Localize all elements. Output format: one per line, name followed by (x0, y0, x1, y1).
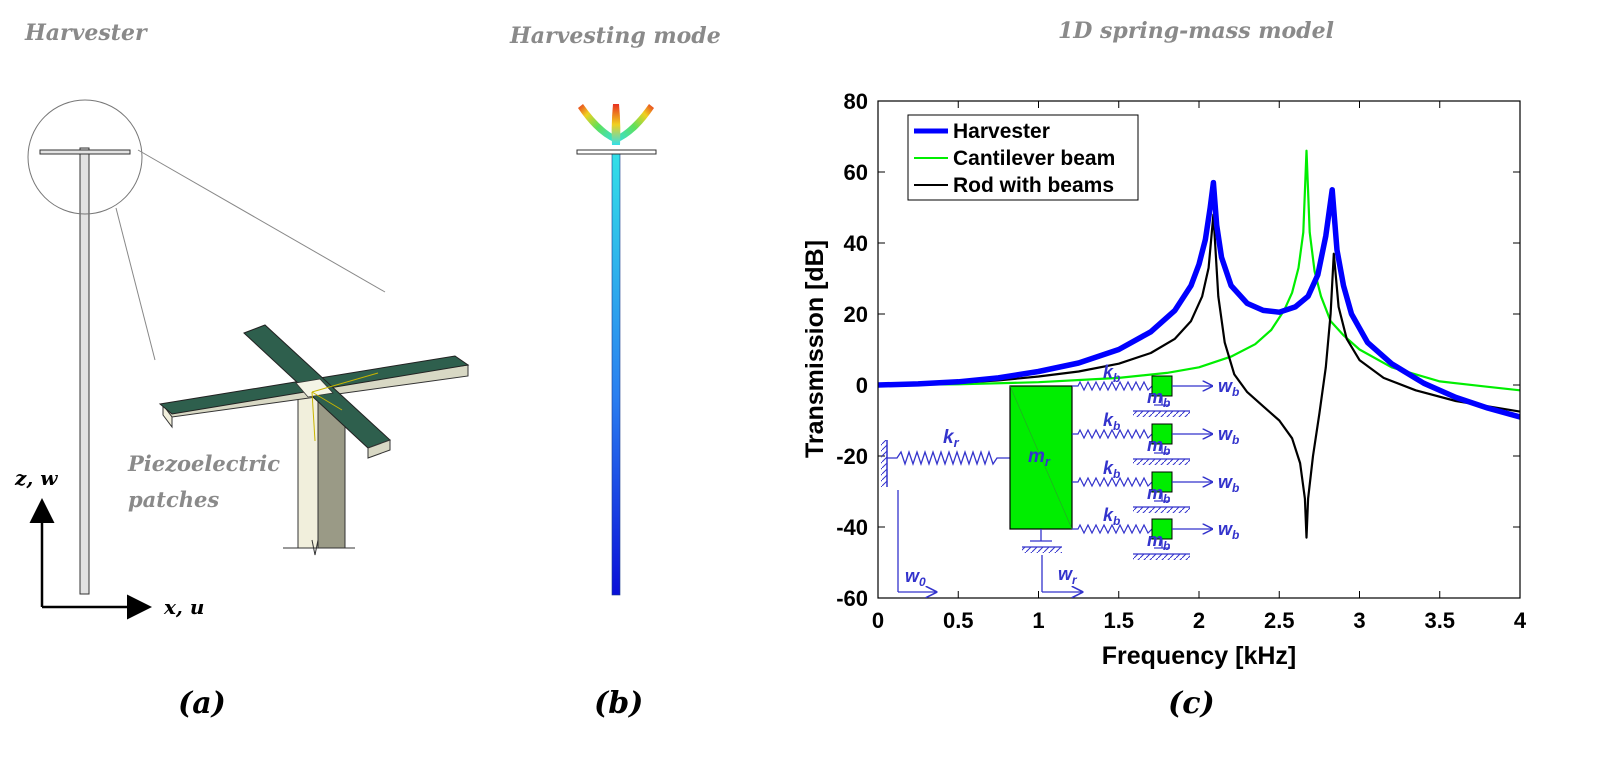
x-tick-label: 3 (1353, 608, 1365, 633)
y-tick-label: 0 (856, 373, 868, 398)
panel-a-label: (a) (178, 686, 226, 721)
plot-frame (877, 100, 1521, 599)
spring-kb (1072, 476, 1153, 488)
panel-b-title: Harvesting mode (510, 23, 721, 49)
series-rod-with-beams (878, 213, 1520, 539)
label-wr: wr (1058, 564, 1078, 587)
label-wb-sub: b (1232, 385, 1239, 399)
legend-label-rod: Rod with beams (953, 174, 1114, 197)
label-mr: mr (1028, 446, 1051, 469)
x-axis-title: Frequency [kHz] (1102, 642, 1296, 670)
x-tick-label: 0 (872, 608, 884, 633)
y-tick-label: -60 (836, 586, 868, 611)
mode-arm-right (616, 104, 654, 143)
label-wb-sub: b (1232, 481, 1239, 495)
legend-label-cantilever: Cantilever beam (953, 147, 1115, 170)
label-wb: wb (1218, 472, 1239, 495)
label-kb: kb (1103, 410, 1120, 433)
legend: Harvester Cantilever beam Rod with beams (907, 114, 1139, 201)
y-tick-label: 80 (844, 89, 868, 114)
legend-label-harvester: Harvester (953, 120, 1050, 143)
chart-series (878, 149, 1520, 539)
label-wb: wb (1218, 519, 1239, 542)
zoom-line-2 (137, 149, 386, 293)
label-mb-sub: b (1163, 396, 1170, 410)
x-tick-label: 2 (1193, 608, 1205, 633)
mb-ground-hatch (1133, 554, 1190, 560)
label-kb-sub: b (1113, 514, 1120, 528)
mb-ground-hatch (1133, 507, 1190, 513)
piezo-label: Piezoelectric patches (128, 446, 280, 518)
axis-x-label: x, u (164, 595, 205, 619)
harvester-top-beam (39, 149, 131, 155)
label-w0: w0 (905, 566, 926, 589)
label-wb-sub: b (1232, 433, 1239, 447)
piezo-label-line1: Piezoelectric (128, 451, 281, 476)
piezo-label-line2: patches (128, 487, 220, 512)
spring-kr (887, 449, 1010, 467)
label-mb-sub: b (1163, 444, 1170, 458)
spring-kb (1072, 428, 1153, 440)
label-kb: kb (1103, 458, 1120, 481)
label-kb: kb (1103, 505, 1120, 528)
mb-ground-hatch (1133, 459, 1190, 465)
y-tick-label: 60 (844, 160, 868, 185)
zoom-circle (27, 99, 143, 215)
panel-c-title: 1D spring-mass model (1058, 18, 1334, 44)
x-tick-label: 2.5 (1264, 608, 1295, 633)
series-harvester (878, 179, 1520, 420)
mode-arm-center (611, 104, 621, 145)
x-tick-label: 1 (1032, 608, 1044, 633)
label-kb: kb (1103, 362, 1120, 385)
label-wb: wb (1218, 376, 1239, 399)
label-wb: wb (1218, 424, 1239, 447)
spring-kb (1072, 380, 1153, 392)
mb-ground-hatch (1133, 411, 1190, 417)
y-tick-label: -40 (836, 515, 868, 540)
series-cantilever-beam (878, 149, 1520, 392)
label-kb-sub: b (1113, 419, 1120, 433)
label-kb-sub: b (1113, 371, 1120, 385)
x-tick-label: 4 (1514, 608, 1527, 633)
mode-top-beam (576, 149, 657, 155)
panel-a-title: Harvester (25, 20, 147, 46)
axis-z-label: z, w (15, 466, 58, 490)
x-tick-label: 1.5 (1103, 608, 1134, 633)
harvester-rod (79, 147, 90, 595)
mode-arm-left (578, 104, 616, 143)
y-axis-title: Transmission [dB] (801, 240, 829, 458)
zoom-line-1 (115, 207, 156, 361)
label-wb-sub: b (1232, 528, 1239, 542)
x-tick-label: 3.5 (1424, 608, 1455, 633)
y-tick-label: 20 (844, 302, 868, 327)
label-mb-sub: b (1163, 539, 1170, 553)
tick-labels: 0 0.5 1 1.5 2 2.5 3 3.5 4 -60 -40 -20 0 20 40 60 80 (836, 89, 1527, 633)
y-tick-label: 40 (844, 231, 868, 256)
spring-kb (1072, 523, 1153, 535)
panel-c-label: (c) (1168, 686, 1215, 721)
wall-hatch (881, 440, 887, 487)
label-kr: kr (943, 427, 960, 450)
zoomed-cross-3d (158, 324, 470, 556)
label-mb-sub: b (1163, 492, 1170, 506)
y-tick-label: -20 (836, 444, 868, 469)
panel-b-label: (b) (594, 686, 644, 721)
label-kb-sub: b (1113, 467, 1120, 481)
x-tick-label: 0.5 (943, 608, 974, 633)
